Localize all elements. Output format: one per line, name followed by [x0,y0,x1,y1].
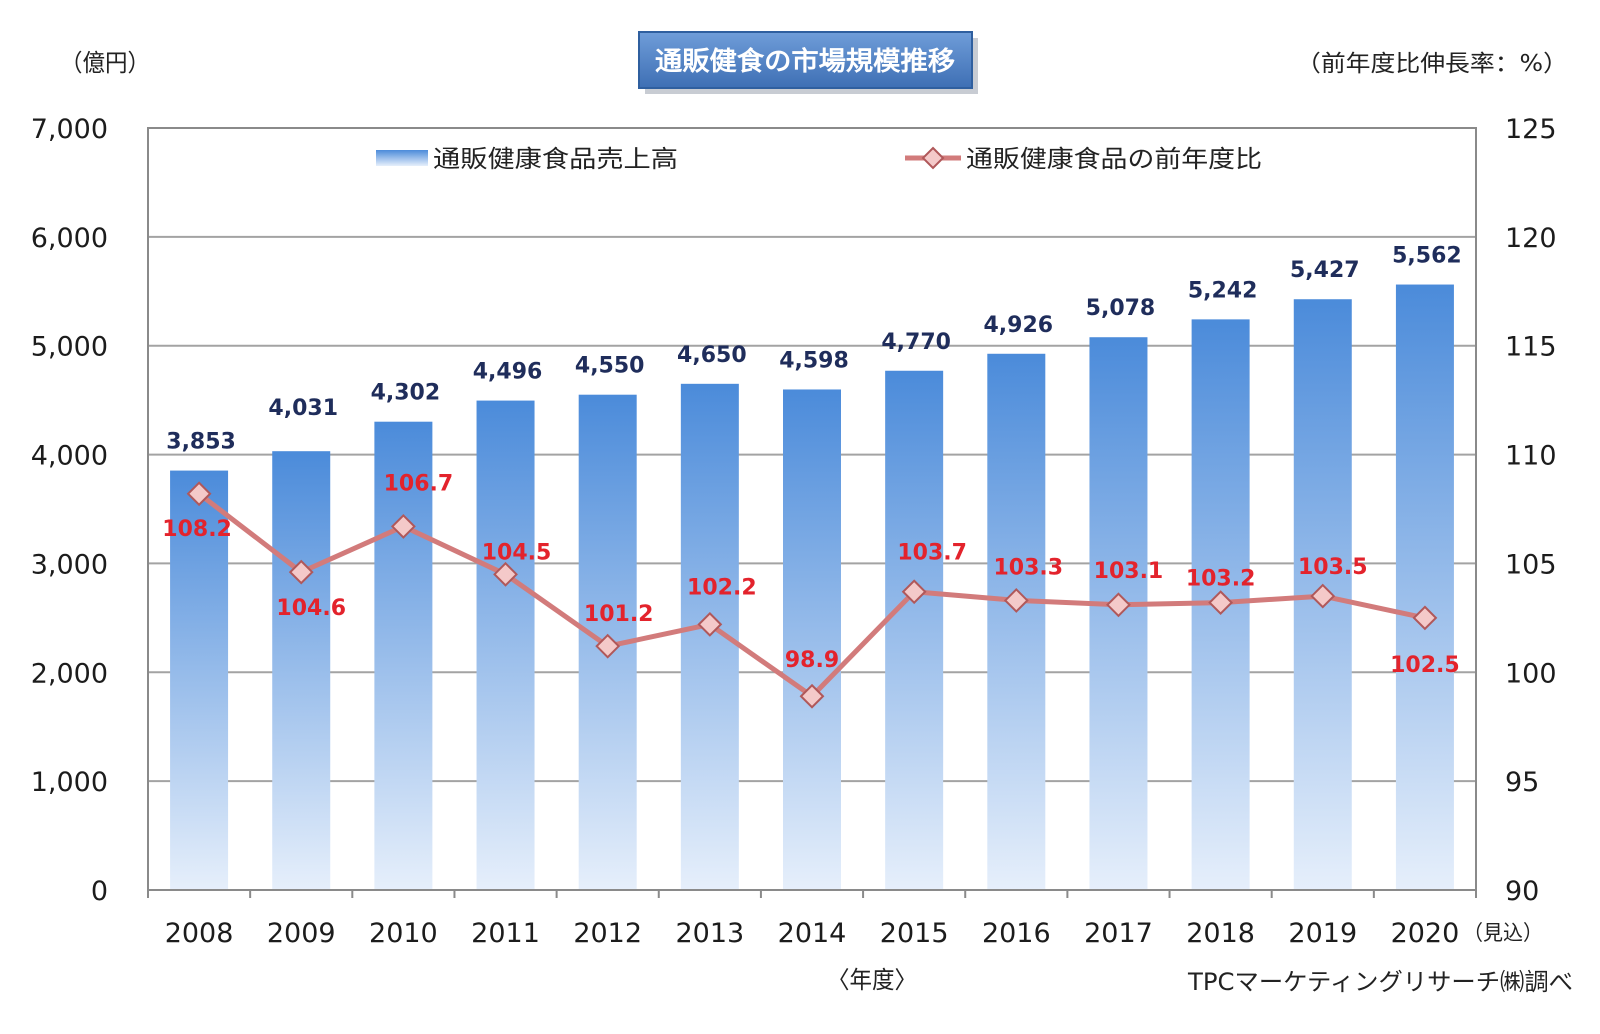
growth-rate-point-2011 [493,561,518,587]
bar-value-label-2010: 4,302 [371,381,441,406]
y-tick-label-right: 120 [1505,223,1557,254]
bar-value-label-2014: 4,598 [779,348,849,373]
legend-label-growth: 通販健康食品の前年度比 [966,145,1262,173]
x-tick-label-2019: 2019 [1288,918,1357,949]
right-axis-unit-label: （前年度比伸長率：%） [1296,51,1568,77]
growth-rate-label-2020: 102.5 [1390,653,1460,678]
growth-rate-point-2019 [1310,583,1336,609]
bar-value-label-2009: 4,031 [268,396,338,421]
x-tick-label-2011: 2011 [471,918,540,949]
growth-rate-label-2009: 104.6 [276,596,346,621]
growth-rate-point-2010 [390,514,416,539]
growth-rate-point-2012 [595,633,621,659]
y-tick-label-left: 2,000 [31,658,108,689]
bar-2014 [783,389,841,890]
y-tick-label-right: 105 [1505,549,1557,580]
growth-rate-point-2009 [288,559,314,585]
growth-rate-label-2013: 102.2 [687,575,757,600]
y-tick-label-right: 115 [1505,332,1557,363]
y-tick-label-right: 125 [1505,114,1557,145]
growth-rate-labels: 108.2 104.6 106.7 104.5 101.2 102.2 98.9 103.7 1… [162,471,1459,677]
bar-value-label-2016: 4,926 [984,313,1054,338]
growth-rate-label-2008: 108.2 [162,517,232,542]
growth-rate-label-2019: 103.5 [1298,555,1368,580]
bar-value-labels: 3,853 4,031 4,302 4,496 4,550 4,650 4,598 4,770… [166,244,1461,455]
bar-value-label-2019: 5,427 [1290,258,1360,283]
bar-2009 [272,451,331,890]
x-tick-label-2013: 2013 [675,918,744,949]
growth-rate-label-2014: 98.9 [785,648,839,673]
growth-rate-point-2016 [1003,588,1029,613]
legend-bar-swatch [376,150,428,166]
y-tick-label-left: 7,000 [31,114,108,145]
y-tick-label-right: 110 [1505,441,1557,472]
growth-rate-label-2016: 103.3 [994,555,1064,580]
bar-value-label-2011: 4,496 [473,360,543,385]
y-tick-label-left: 3,000 [31,549,108,580]
x-tick-label-2008: 2008 [165,918,234,949]
bar-value-label-2013: 4,650 [677,343,747,368]
x-axis-ticks [147,890,1477,898]
x-tick-estimate-note: （見込） [1463,921,1543,945]
legend-label-sales: 通販健康食品売上高 [433,145,678,173]
bar-value-label-2015: 4,770 [881,330,951,355]
growth-rate-point-2013 [697,611,723,637]
x-tick-label-2014: 2014 [778,918,847,949]
growth-rate-label-2011: 104.5 [482,540,552,565]
y-tick-label-left: 0 [91,876,108,907]
plot-area-frame [147,127,1477,891]
legend-diamond-marker-icon [921,146,945,170]
x-tick-label-2015: 2015 [880,918,949,949]
axis-tick-labels: 0 1,000 2,000 3,000 4,000 5,000 6,000 7,000 90 95… [31,114,1557,949]
bar-value-label-2008: 3,853 [166,430,236,455]
bar-value-label-2018: 5,242 [1188,278,1258,303]
x-tick-label-2017: 2017 [1084,918,1153,949]
bar-2020 [1395,284,1454,890]
legend-item-growth: 通販健康食品の前年度比 [905,145,1262,173]
bar-2008 [170,470,229,890]
growth-rate-point-2015 [901,579,927,605]
growth-rate-point-2020 [1412,605,1438,631]
legend-item-sales: 通販健康食品売上高 [376,145,678,173]
y-tick-label-left: 6,000 [31,223,108,254]
y-tick-label-right: 90 [1505,876,1539,907]
growth-rate-point-2017 [1106,592,1131,618]
growth-rate-label-2017: 103.1 [1094,559,1164,584]
growth-rate-label-2012: 101.2 [584,602,654,627]
source-note: TPCマーケティングリサーチ㈱調べ [1187,968,1573,996]
y-tick-label-left: 1,000 [31,767,108,798]
growth-rate-label-2010: 106.7 [384,471,454,496]
bar-value-label-2012: 4,550 [575,354,645,379]
chart-title-box: 通販健食の市場規模推移 [638,31,978,94]
growth-rate-label-2015: 103.7 [897,541,967,566]
y-tick-label-right: 95 [1505,767,1539,798]
bar-2011 [476,400,535,890]
x-tick-label-2018: 2018 [1186,918,1255,949]
bar-2016 [987,353,1046,890]
y-tick-label-left: 4,000 [31,441,108,472]
bar-value-label-2020: 5,562 [1392,244,1462,269]
x-tick-label-2009: 2009 [267,918,336,949]
bar-2015 [885,370,944,890]
title-box [638,31,973,89]
legend: 通販健康食品売上高 通販健康食品の前年度比 [376,145,1262,173]
y-tick-label-right: 100 [1505,658,1557,689]
growth-rate-point-2008 [186,481,212,507]
chart-title: 通販健食の市場規模推移 [655,46,955,77]
bar-value-label-2017: 5,078 [1086,296,1156,321]
bar-2010 [374,421,433,890]
x-tick-label-2020: 2020 [1391,918,1460,949]
left-axis-unit-label: （億円） [60,49,150,77]
x-tick-label-2010: 2010 [369,918,438,949]
y-tick-label-left: 5,000 [31,332,108,363]
x-axis-title: 〈年度〉 [827,966,917,994]
sales-bars [170,284,1454,891]
growth-rate-label-2018: 103.2 [1186,567,1256,592]
growth-rate-point-2018 [1208,590,1234,616]
growth-rate-markers [186,481,1438,709]
x-tick-label-2016: 2016 [982,918,1051,949]
x-tick-label-2012: 2012 [573,918,642,949]
growth-rate-point-2014 [799,683,825,709]
